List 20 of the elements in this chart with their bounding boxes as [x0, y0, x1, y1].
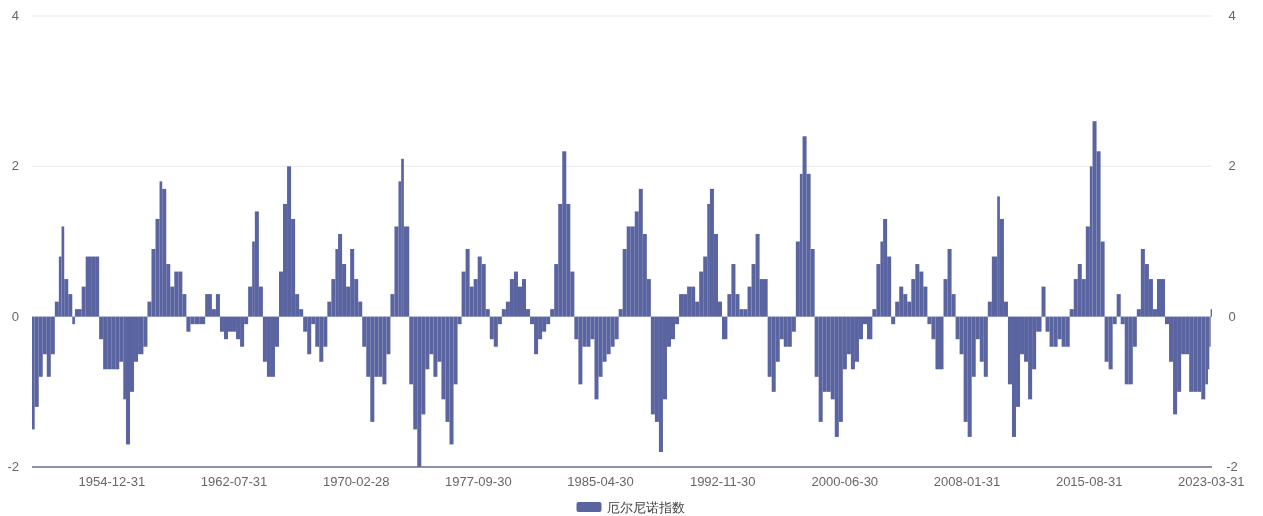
legend-label: 厄尔尼诺指数 — [606, 500, 685, 515]
y-tick-label: 2 — [11, 158, 19, 174]
y2-tick-label: -2 — [1226, 459, 1238, 474]
y-tick-label: -2 — [7, 459, 19, 474]
y-tick-label: 0 — [11, 308, 19, 324]
y-tick-label: 4 — [11, 8, 19, 23]
x-tick-label: 1970-02-28 — [322, 474, 390, 489]
x-tick-label: 2015-08-31 — [1055, 474, 1123, 489]
x-tick-label: 1992-11-30 — [689, 474, 756, 489]
y2-tick-label: 2 — [1228, 158, 1236, 174]
y2-tick-label: 4 — [1228, 8, 1236, 23]
y2-tick-label: 0 — [1228, 308, 1236, 324]
legend: 厄尔尼诺指数 — [576, 500, 685, 515]
x-tick-label: 2023-03-31 — [1178, 474, 1245, 489]
x-tick-label: 1954-12-31 — [78, 474, 146, 489]
x-tick-label: 1985-04-30 — [567, 474, 634, 489]
x-tick-label: 1977-09-30 — [445, 474, 512, 489]
x-tick-label: 2000-06-30 — [811, 474, 879, 489]
x-tick-label: 2008-01-31 — [933, 474, 1001, 489]
x-tick-label: 1962-07-31 — [200, 474, 268, 489]
